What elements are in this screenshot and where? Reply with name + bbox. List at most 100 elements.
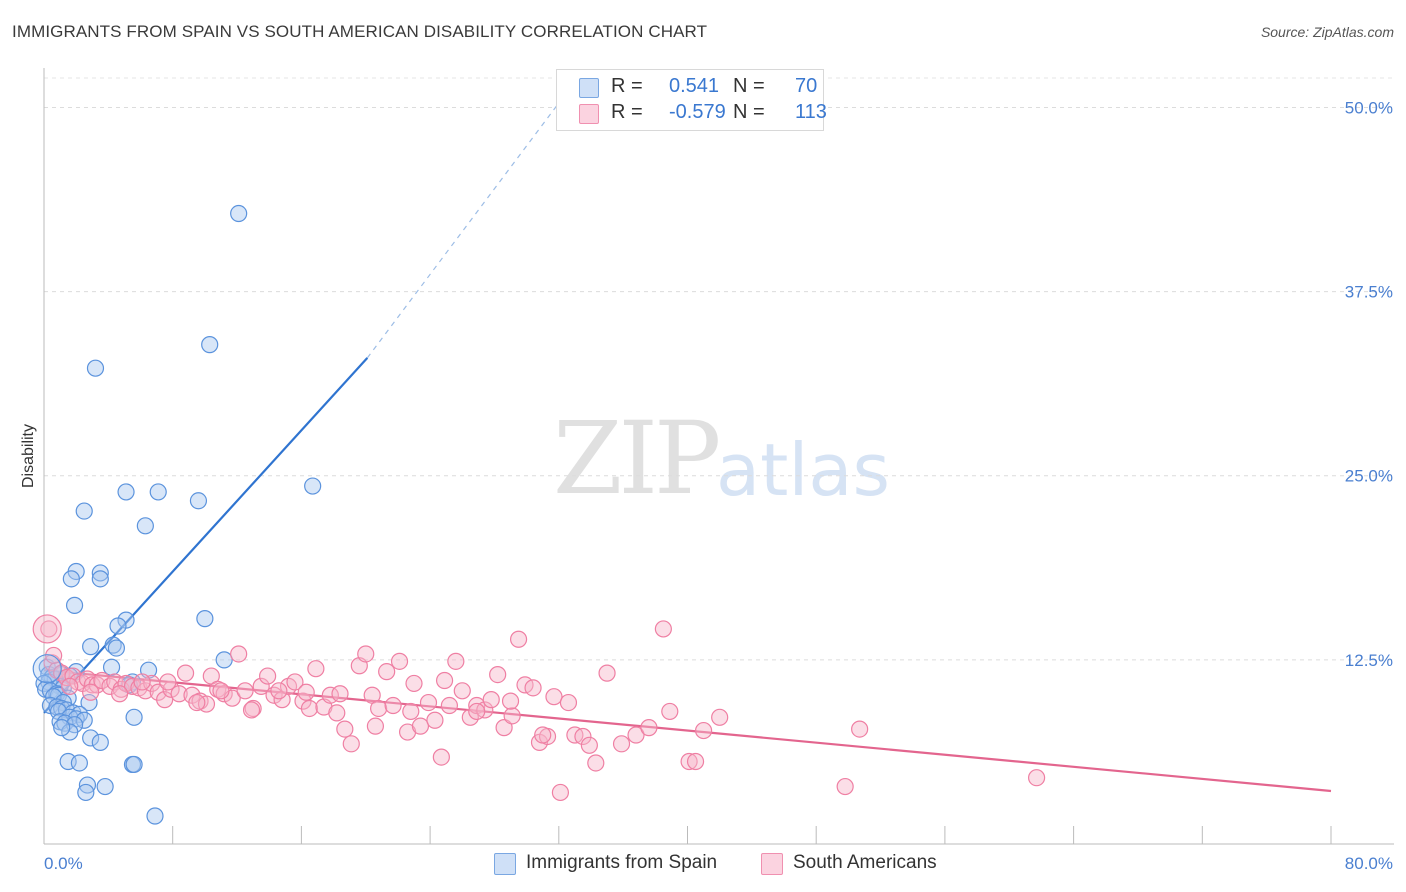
south-americans-point — [489, 665, 507, 684]
south-americans-point — [300, 699, 319, 718]
spain-point — [91, 570, 109, 588]
south-americans-point — [336, 720, 354, 738]
series-swatch-south-americans — [761, 853, 783, 875]
legend-r-label: R = — [611, 75, 643, 97]
spain-point — [215, 651, 233, 669]
correlation-legend: R = 0.541 N = 70 R = -0.579 N = 113 — [556, 69, 827, 131]
spain-point — [107, 639, 125, 657]
south-americans-point — [384, 696, 402, 715]
series-label-spain: Immigrants from Spain — [526, 852, 718, 873]
legend-r-label: R = — [611, 101, 643, 123]
south-americans-point — [482, 691, 500, 709]
south-americans-point — [574, 727, 592, 746]
series-label-south-americans: South Americans — [793, 852, 937, 873]
south-americans-point — [447, 652, 465, 670]
south-americans-point — [686, 752, 705, 771]
spain-point — [146, 807, 164, 825]
spain-point — [53, 719, 71, 737]
watermark-zip: ZIP — [553, 400, 721, 517]
south-americans-point — [495, 719, 513, 737]
south-americans-point — [694, 721, 713, 740]
spain-trend-line — [43, 357, 369, 714]
spain-point — [117, 483, 135, 501]
south-americans-point — [378, 663, 396, 681]
south-americans-point — [851, 720, 869, 738]
south-americans-point — [307, 660, 325, 678]
south-americans-point — [176, 664, 195, 682]
legend-r-value: -0.579 — [669, 101, 726, 123]
south-americans-point — [468, 702, 486, 721]
south-americans-point — [215, 685, 233, 703]
south-americans-point — [598, 664, 616, 682]
south-americans-point — [242, 701, 261, 719]
south-americans-point — [123, 677, 142, 695]
series-swatch-spain — [494, 853, 516, 875]
south-americans-point — [640, 719, 658, 737]
south-americans-point — [580, 736, 598, 754]
south-americans-point — [711, 708, 729, 726]
south-americans-point — [503, 707, 521, 725]
spain-point — [196, 610, 214, 628]
legend-n-label: N = — [733, 75, 765, 97]
south-americans-point — [156, 691, 174, 709]
south-americans-point — [627, 726, 645, 744]
south-americans-trend-line — [43, 669, 1332, 793]
south-americans-point — [370, 699, 388, 718]
spain-point — [77, 783, 95, 802]
y-tick-label: 25.0% — [1345, 467, 1393, 486]
south-americans-point — [236, 682, 254, 700]
spain-point — [201, 336, 219, 354]
spain-point — [75, 502, 93, 520]
spain-point — [91, 564, 109, 582]
south-americans-point — [328, 704, 346, 722]
axis-labels: 12.5% 25.0% 37.5% 50.0% 0.0% 80.0% Disability — [20, 98, 1393, 873]
spain-point — [230, 204, 248, 223]
spain-point — [82, 638, 100, 656]
south-americans-point — [402, 702, 420, 721]
spain-trend-extension — [366, 102, 560, 359]
spain-point — [65, 596, 84, 614]
south-americans-point — [159, 673, 177, 691]
south-americans-point — [170, 685, 188, 703]
south-americans-point — [405, 674, 423, 693]
south-americans-point — [366, 717, 385, 735]
south-americans-point — [357, 645, 375, 663]
south-americans-point — [230, 645, 248, 663]
south-americans-point — [82, 683, 100, 701]
south-americans-point — [212, 682, 230, 700]
south-americans-point — [680, 752, 698, 771]
south-americans-point — [270, 682, 288, 700]
south-americans-point — [419, 693, 438, 712]
south-americans-point — [501, 692, 520, 710]
spain-point — [96, 777, 114, 796]
south-americans-point — [468, 696, 486, 715]
y-tick-label: 12.5% — [1345, 651, 1393, 670]
south-americans-point — [40, 620, 58, 638]
south-americans-point — [612, 735, 631, 753]
spain-point — [62, 570, 80, 588]
south-americans-point — [587, 754, 605, 772]
spain-point — [304, 477, 322, 495]
south-americans-point — [453, 682, 471, 700]
south-americans-point — [297, 683, 315, 701]
south-americans-point — [534, 726, 552, 744]
south-americans-point — [411, 717, 430, 735]
spain-point — [70, 754, 88, 772]
south-americans-point — [286, 673, 304, 691]
spain-point — [149, 483, 167, 501]
south-americans-point — [426, 711, 444, 729]
south-americans-point — [1027, 769, 1046, 787]
legend-n-value: 113 — [795, 101, 827, 123]
south-americans-point — [259, 667, 277, 685]
south-americans-point — [440, 696, 459, 715]
y-tick-label: 50.0% — [1345, 98, 1393, 117]
south-americans-point — [559, 693, 578, 712]
south-americans-point — [661, 702, 679, 721]
south-americans-point — [390, 652, 409, 670]
south-americans-point — [551, 783, 570, 802]
south-americans-point — [342, 735, 360, 753]
south-americans-point — [252, 677, 270, 695]
south-americans-point — [61, 677, 79, 695]
south-americans-point — [432, 748, 450, 766]
legend-r-value: 0.541 — [669, 75, 720, 97]
